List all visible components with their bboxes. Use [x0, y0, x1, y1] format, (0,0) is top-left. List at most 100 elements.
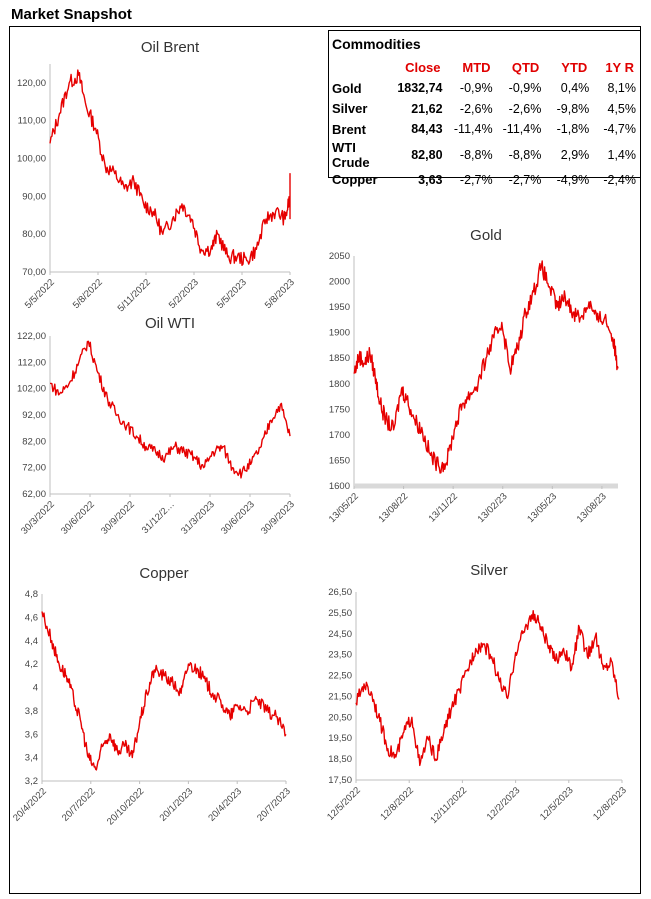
qtd-value: -0,9% [508, 81, 542, 96]
y-tick-label: 18,50 [328, 754, 352, 765]
column-header: Close [405, 60, 441, 75]
y-tick-label: 3,6 [25, 729, 38, 740]
x-tick-label: 12/8/2023 [591, 785, 629, 823]
x-tick-label: 20/4/2022 [11, 786, 49, 824]
qtd-value: -8,8% [508, 147, 542, 162]
chart-title: Silver [470, 562, 508, 579]
y-tick-label: 24,50 [328, 629, 352, 640]
y-tick-label: 1950 [329, 302, 350, 313]
column-header: YTD [561, 60, 588, 75]
chart-title: Oil Brent [141, 39, 200, 56]
gold-price-line [353, 260, 619, 474]
y-tick-label: 1750 [329, 404, 350, 415]
x-tick-label: 30/9/2023 [259, 499, 297, 537]
y-tick-label: 20,50 [328, 712, 352, 723]
y-tick-label: 92,00 [22, 410, 46, 421]
1y-return-value: -4,7% [603, 122, 636, 137]
y-tick-label: 3,8 [25, 706, 38, 717]
y-tick-label: 1700 [329, 430, 350, 441]
commodity-name: Gold [332, 80, 362, 96]
y-tick-label: 26,50 [328, 587, 352, 598]
mtd-value: -0,9% [459, 81, 493, 96]
y-tick-label: 1650 [329, 455, 350, 466]
mtd-value: -8,8% [459, 147, 493, 162]
chart-title: Gold [470, 227, 502, 244]
x-tick-label: 30/6/2022 [59, 499, 97, 537]
table-row: Brent 84,43 -11,4% -11,4% -1,8% -4,7% [329, 119, 640, 140]
y-tick-label: 4,2 [25, 659, 38, 670]
page-title: Market Snapshot [11, 6, 132, 23]
x-tick-label: 12/5/2022 [325, 785, 363, 823]
mtd-value: -2,6% [459, 101, 493, 116]
commodities-table: Close MTD QTD YTD 1Y R Gold 1832,74 -0,9… [329, 57, 640, 190]
y-tick-label: 122,00 [17, 331, 46, 342]
y-tick-label: 25,50 [328, 608, 352, 619]
y-tick-label: 4,8 [25, 589, 38, 600]
table-row: Gold 1832,74 -0,9% -0,9% 0,4% 8,1% [329, 78, 640, 99]
x-tick-label: 20/1/2023 [158, 786, 196, 824]
x-tick-label: 20/7/2023 [255, 786, 293, 824]
y-tick-label: 4,4 [25, 636, 38, 647]
x-tick-label: 13/05/23 [525, 491, 559, 525]
y-tick-label: 1800 [329, 379, 350, 390]
y-tick-label: 82,00 [22, 436, 46, 447]
close-value: 21,62 [411, 101, 443, 116]
y-tick-label: 4 [33, 683, 38, 694]
x-tick-label: 30/3/2022 [19, 499, 57, 537]
column-header: QTD [511, 60, 540, 75]
y-tick-label: 90,00 [22, 191, 46, 202]
chart-title: Oil WTI [145, 315, 195, 332]
y-tick-label: 80,00 [22, 229, 46, 240]
y-tick-label: 1850 [329, 353, 350, 364]
ytd-value: -4,9% [556, 172, 590, 187]
wti-chart: Oil WTI 122,00 112,00 102,00 92,00 82,00 72,00… [17, 315, 297, 537]
y-tick-label: 62,00 [22, 489, 46, 500]
commodities-table-box: Commodities Close MTD QTD YTD 1Y R Gold … [328, 30, 641, 187]
table-row: WTI Crude 82,80 -8,8% -8,8% 2,9% 1,4% [329, 140, 640, 170]
x-tick-label: 13/05/22 [327, 491, 361, 525]
mtd-value: -2,7% [459, 172, 493, 187]
x-tick-label: 12/5/2023 [538, 785, 576, 823]
1y-return-value: 4,5% [607, 101, 637, 116]
report-frame [9, 26, 641, 894]
column-header [329, 57, 392, 78]
close-value: 84,43 [411, 122, 443, 137]
commodity-name: Copper [332, 172, 378, 188]
close-value: 1832,74 [397, 81, 443, 96]
y-tick-label: 70,00 [22, 267, 46, 278]
y-tick-label: 100,00 [17, 154, 46, 165]
1y-return-value: 1,4% [607, 147, 637, 162]
brent-price-line [49, 69, 291, 267]
y-tick-label: 102,00 [17, 384, 46, 395]
y-tick-label: 1900 [329, 328, 350, 339]
x-tick-label: 13/11/22 [427, 491, 460, 524]
x-tick-label: 31/12/2… [140, 499, 177, 536]
table-title: Commodities [332, 36, 421, 52]
y-tick-label: 112,00 [18, 357, 46, 368]
y-tick-label: 4,6 [25, 612, 38, 623]
x-tick-label: 20/10/2022 [105, 786, 146, 827]
silver-chart: Silver 26,50 25,50 24,50 23,50 22,50 21,50 20,5… [325, 562, 629, 826]
y-tick-label: 23,50 [328, 650, 352, 661]
x-tick-label: 12/8/2022 [378, 785, 416, 823]
y-tick-label: 22,50 [328, 671, 352, 682]
column-header: MTD [462, 60, 491, 75]
copper-chart: Copper 4,8 4,6 4,4 4,2 4 3,8 3,6 3,4 3,220/4/2022… [11, 565, 293, 827]
commodity-name: Brent [332, 121, 366, 137]
y-tick-label: 72,00 [22, 463, 46, 474]
x-tick-label: 20/4/2023 [206, 786, 244, 824]
x-tick-label: 13/08/23 [575, 491, 609, 525]
y-tick-label: 1600 [329, 481, 350, 492]
close-value: 82,80 [411, 147, 443, 162]
y-tick-label: 3,4 [25, 753, 38, 764]
x-tick-label: 13/08/22 [376, 491, 410, 525]
commodity-name: WTI Crude [332, 139, 370, 170]
y-tick-label: 110,00 [18, 116, 46, 127]
wti-price-line [50, 340, 291, 479]
x-tick-label: 12/11/2022 [428, 785, 469, 826]
qtd-value: -11,4% [502, 122, 542, 137]
y-tick-label: 21,50 [328, 691, 352, 702]
copper-price-line [41, 611, 287, 771]
chart-title: Copper [139, 565, 188, 582]
silver-price-line [355, 610, 620, 767]
